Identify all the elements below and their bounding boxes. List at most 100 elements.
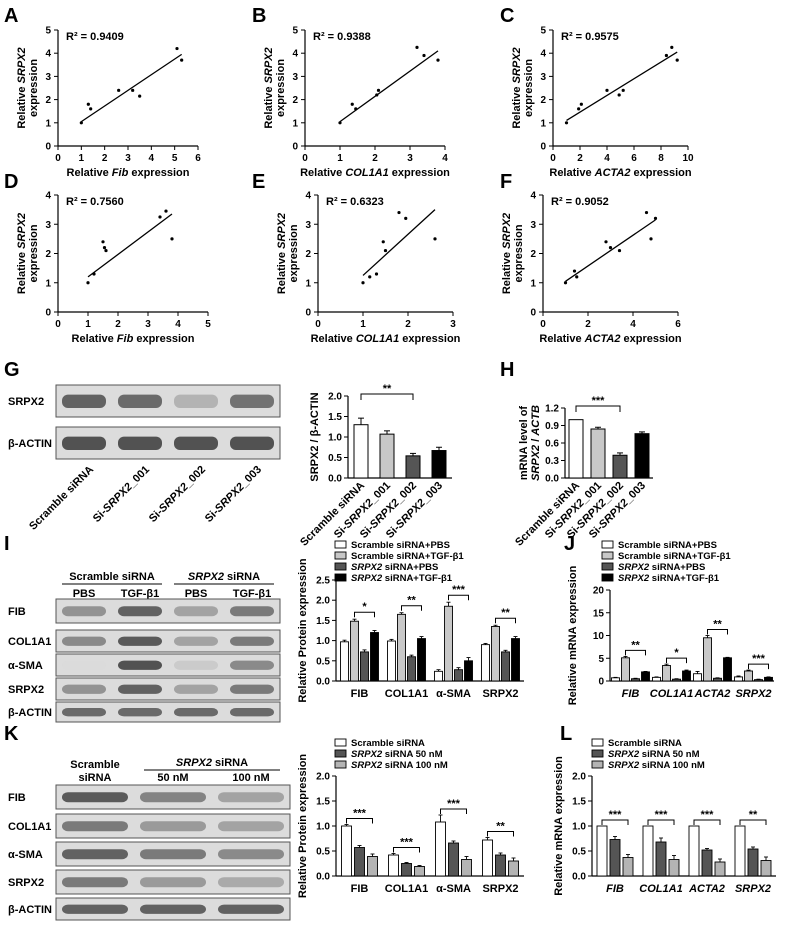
y-tick-label: 0: [305, 308, 311, 319]
blot-band: [118, 436, 162, 451]
blot-row-label: COL1A1: [8, 636, 51, 648]
data-point: [86, 102, 90, 106]
legend-entry: SRPX2 siRNA 100 nM: [608, 760, 705, 771]
bar: [461, 859, 472, 877]
y-tick-label: 0.0: [316, 677, 330, 688]
text-run: SRPX2: [157, 481, 191, 515]
x-tick-label: 0: [550, 153, 556, 164]
bar: [713, 677, 722, 682]
x-tick-label: 2: [585, 319, 591, 330]
text-run: expression: [399, 333, 460, 345]
panel-label-l: L: [560, 723, 572, 745]
significance-label: **: [749, 809, 758, 821]
y-tick-label: 0.3: [545, 456, 559, 467]
bar: [652, 676, 661, 682]
bar: [621, 657, 630, 682]
y-axis-label-line2: expression: [513, 224, 525, 282]
panel-label-h: H: [500, 359, 514, 381]
significance-bracket: [360, 393, 414, 400]
bar: [590, 428, 606, 479]
text-run: expression: [630, 167, 691, 179]
x-tick-label: 3: [407, 153, 413, 164]
x-category-label: COL1A1: [650, 688, 693, 700]
y-tick-label: 1: [45, 118, 51, 129]
bar: [612, 454, 628, 479]
bar: [611, 677, 620, 682]
bar: [634, 433, 650, 479]
blot-band: [62, 394, 106, 409]
bar: [481, 644, 490, 682]
bar: [622, 857, 634, 877]
legend-swatch: [601, 573, 614, 582]
y-tick-label: 0.9: [545, 421, 559, 432]
y-tick-label: 0.6: [545, 439, 559, 450]
y-tick-label: 2: [292, 95, 298, 106]
blot-band: [230, 606, 274, 617]
bar: [431, 450, 447, 479]
bar: [370, 632, 379, 682]
y-axis-label-line2: SRPX2 / ACTB: [530, 405, 542, 481]
legend-entry: SRPX2 siRNA 100 nM: [351, 760, 448, 771]
bar-chart-l: 0.0 0.5 1.0 1.5 2.0 Relative mRNA expression F…: [553, 738, 776, 896]
bar: [434, 670, 443, 682]
y-axis-label: SRPX2 / β-ACTIN: [309, 392, 321, 481]
data-point: [604, 240, 608, 244]
data-point: [376, 88, 381, 92]
bar: [609, 839, 621, 877]
blot-band: [174, 660, 218, 670]
blot-lane-label: TGF-β1: [233, 588, 272, 600]
significance-bracket: [748, 663, 769, 670]
blot-band: [62, 684, 106, 694]
x-tick-label: 6: [675, 319, 681, 330]
y-tick-label: 3: [305, 220, 311, 231]
bar: [688, 825, 700, 877]
x-axis-label: Relative COL1A1 expression: [300, 167, 450, 179]
bar: [340, 641, 349, 682]
y-axis-label: Relative Protein expression: [297, 754, 309, 899]
y-tick-label: 0: [45, 308, 51, 319]
bar: [353, 424, 369, 479]
x-category-label: COL1A1: [385, 688, 428, 700]
legend-entry: SRPX2 siRNA 50 nM: [351, 749, 443, 760]
text-run: Relative: [276, 249, 288, 294]
y-tick-label: 3: [45, 220, 51, 231]
data-point: [608, 246, 613, 250]
bar: [367, 856, 378, 877]
data-point: [605, 88, 609, 92]
bar: [747, 848, 759, 877]
significance-label: *: [674, 647, 679, 659]
legend-swatch: [591, 760, 604, 769]
legend-entry: Scramble siRNA+PBS: [618, 540, 717, 551]
x-tick-label: 2: [405, 319, 411, 330]
legend-entry: SRPX2 siRNA+PBS: [618, 562, 705, 573]
data-point: [564, 121, 569, 125]
significance-label: **: [383, 383, 392, 395]
significance-label: *: [362, 601, 367, 613]
significance-bracket: [575, 405, 621, 412]
significance-bracket: [487, 831, 514, 837]
blot-lane-label: PBS: [185, 588, 208, 600]
bar: [495, 854, 506, 877]
y-tick-label: 2.0: [316, 772, 330, 783]
regression-line: [80, 53, 183, 123]
data-point: [104, 248, 108, 253]
blot-band: [218, 904, 284, 914]
x-tick-label: 0: [55, 153, 61, 164]
x-tick-label: 5: [172, 153, 178, 164]
blot-row-label: α-SMA: [8, 660, 43, 672]
y-axis-label: Relative mRNA expression: [553, 756, 565, 896]
blot-band: [62, 606, 106, 617]
legend-entry: Scramble siRNA: [351, 738, 425, 749]
scatter-chart-e: 0 1 2 3 4 0 1 2 3 R² = 0.6323 Relative COL1A1 expr…: [276, 191, 461, 346]
x-axis-label: Relative COL1A1 expression: [311, 333, 461, 345]
blot-band: [62, 849, 128, 860]
scatter-chart-c: 0 1 2 3 4 5 0 2 4 6 8 10 R² = 0.9575 Relative ACTA2 e…: [511, 26, 694, 180]
bar: [350, 620, 359, 682]
data-point: [617, 248, 622, 253]
significance-label: ***: [752, 653, 766, 665]
y-tick-label: 3: [292, 72, 298, 83]
blot-band: [140, 849, 206, 860]
